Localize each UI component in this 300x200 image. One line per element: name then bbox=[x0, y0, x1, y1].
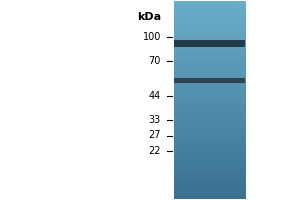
Bar bbox=[174, 78, 245, 83]
Text: 27: 27 bbox=[148, 130, 161, 140]
Text: 100: 100 bbox=[142, 32, 161, 42]
Text: kDa: kDa bbox=[137, 12, 161, 22]
Text: 70: 70 bbox=[148, 56, 161, 66]
Text: 22: 22 bbox=[148, 146, 161, 156]
Text: 33: 33 bbox=[149, 115, 161, 125]
Bar bbox=[174, 40, 245, 47]
Text: 44: 44 bbox=[149, 91, 161, 101]
